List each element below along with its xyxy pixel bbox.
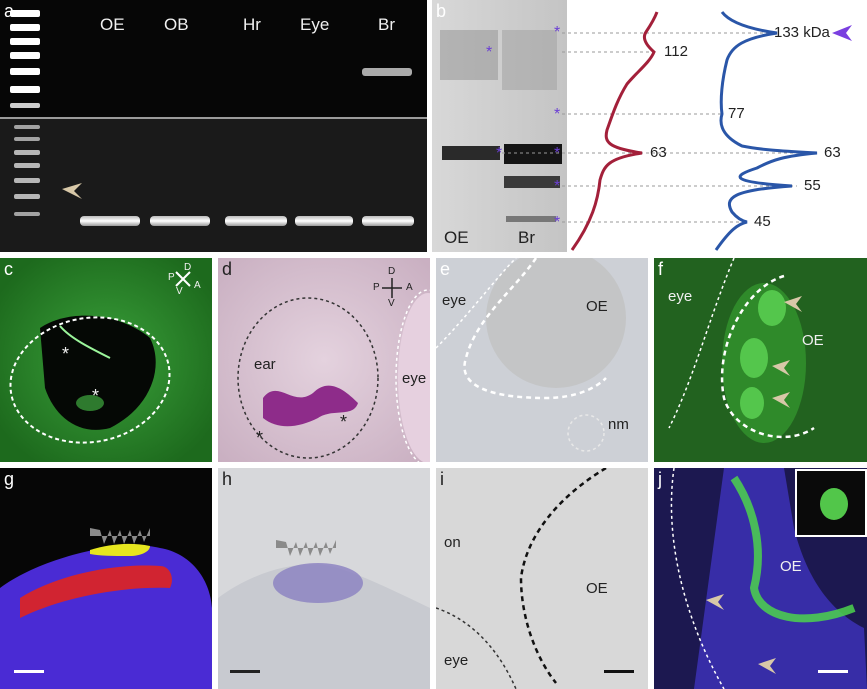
lane-label-hr: Hr bbox=[243, 15, 261, 34]
label-eye: eye bbox=[402, 370, 427, 387]
br-band bbox=[362, 68, 412, 76]
label-nm: nm bbox=[608, 416, 629, 433]
label-oe: OE bbox=[802, 332, 824, 349]
label-oe: OE bbox=[780, 558, 802, 575]
label-oe: OE bbox=[586, 298, 608, 315]
panel-e: e eye OE nm bbox=[436, 258, 648, 462]
marker-star: * bbox=[554, 24, 561, 41]
size-label-55: 55 bbox=[804, 177, 821, 194]
arrowhead-icon bbox=[772, 360, 790, 376]
label-eye: eye bbox=[668, 288, 693, 305]
red-profile bbox=[570, 11, 659, 251]
label-eye: eye bbox=[444, 652, 469, 669]
label-eye: eye bbox=[442, 292, 467, 309]
marker-star: * bbox=[554, 214, 561, 231]
fluorescence-image bbox=[0, 258, 212, 462]
marker-star: * bbox=[496, 145, 503, 162]
marker-star: * bbox=[554, 106, 561, 123]
dic-image bbox=[436, 258, 648, 462]
compass-a: A bbox=[406, 282, 413, 293]
arrowhead-icon bbox=[62, 183, 82, 199]
marker-star: * bbox=[92, 386, 100, 406]
compass-v: V bbox=[388, 298, 395, 309]
panel-letter-j: j bbox=[658, 469, 662, 489]
compass-a: A bbox=[194, 280, 201, 291]
compass-p: P bbox=[168, 272, 175, 283]
label-on: on bbox=[444, 534, 461, 551]
panel-letter-i: i bbox=[440, 469, 444, 489]
arrowhead-icon bbox=[832, 25, 852, 41]
panel-i: i on OE eye bbox=[436, 468, 648, 689]
dic-image bbox=[436, 468, 648, 689]
marker-star: * bbox=[340, 412, 348, 432]
marker-star: * bbox=[62, 344, 70, 364]
label-ear: ear bbox=[254, 356, 276, 373]
arrowhead-icon bbox=[706, 594, 724, 610]
size-label-45: 45 bbox=[754, 213, 771, 230]
gel-image bbox=[0, 0, 427, 252]
label-oe: OE bbox=[586, 580, 608, 597]
ladder-top bbox=[10, 10, 40, 108]
lane-label-eye: Eye bbox=[300, 15, 330, 34]
lane-label-ob: OB bbox=[164, 15, 189, 34]
fluorescence-image bbox=[0, 468, 212, 689]
panel-letter-c: c bbox=[4, 259, 13, 279]
marker-star: * bbox=[256, 428, 264, 448]
panel-c: c D V P A * * bbox=[0, 258, 212, 462]
arrowhead-icon bbox=[784, 296, 802, 312]
size-label-112: 112 bbox=[664, 43, 688, 60]
compass-p: P bbox=[373, 282, 380, 293]
size-label-77: 77 bbox=[728, 105, 745, 122]
bottom-bands bbox=[80, 216, 414, 226]
in-situ-image bbox=[218, 468, 430, 689]
panel-letter-a: a bbox=[4, 1, 15, 21]
fluorescence-image bbox=[654, 468, 867, 689]
panel-d: d D V P A ear eye * * bbox=[218, 258, 430, 462]
blot-lane-br: Br bbox=[518, 228, 535, 247]
compass-icon bbox=[382, 278, 402, 298]
panel-h: h bbox=[218, 468, 430, 689]
cilia-icon bbox=[276, 540, 336, 556]
arrowhead-icon bbox=[758, 658, 776, 674]
panel-letter-h: h bbox=[222, 469, 233, 489]
panel-a: a OE OB Hr Eye Br bbox=[0, 0, 427, 252]
panel-g: g bbox=[0, 468, 212, 689]
marker-star: * bbox=[486, 44, 493, 61]
blot-image bbox=[432, 0, 852, 252]
panel-letter-d: d bbox=[222, 259, 233, 279]
cilia-icon bbox=[90, 528, 150, 544]
lane-label-br: Br bbox=[378, 15, 395, 34]
panel-letter-b: b bbox=[436, 1, 447, 21]
marker-star: * bbox=[554, 178, 561, 195]
panel-letter-g: g bbox=[4, 469, 15, 489]
panel-f: f eye OE bbox=[654, 258, 867, 462]
panel-letter-e: e bbox=[440, 259, 451, 279]
size-label-133: 133 kDa bbox=[774, 24, 830, 41]
marker-star: * bbox=[554, 145, 561, 162]
blue-profile bbox=[714, 11, 818, 251]
compass-d: D bbox=[184, 262, 192, 273]
compass-v: V bbox=[176, 286, 183, 297]
panel-b: b * * * * * * * OE Br 112 63 133 kDa 77 … bbox=[432, 0, 867, 252]
ladder-bottom bbox=[14, 125, 40, 216]
size-label-63-red: 63 bbox=[650, 144, 667, 161]
fluorescence-image bbox=[654, 258, 867, 462]
arrowhead-icon bbox=[772, 392, 790, 408]
compass-icon bbox=[175, 271, 191, 287]
compass-d: D bbox=[388, 266, 396, 277]
panel-j: j OE bbox=[654, 468, 867, 689]
size-label-63-blue: 63 bbox=[824, 144, 841, 161]
panel-letter-f: f bbox=[658, 259, 664, 279]
blot-lane-oe: OE bbox=[444, 228, 469, 247]
in-situ-image bbox=[218, 258, 430, 462]
lane-label-oe: OE bbox=[100, 15, 125, 34]
